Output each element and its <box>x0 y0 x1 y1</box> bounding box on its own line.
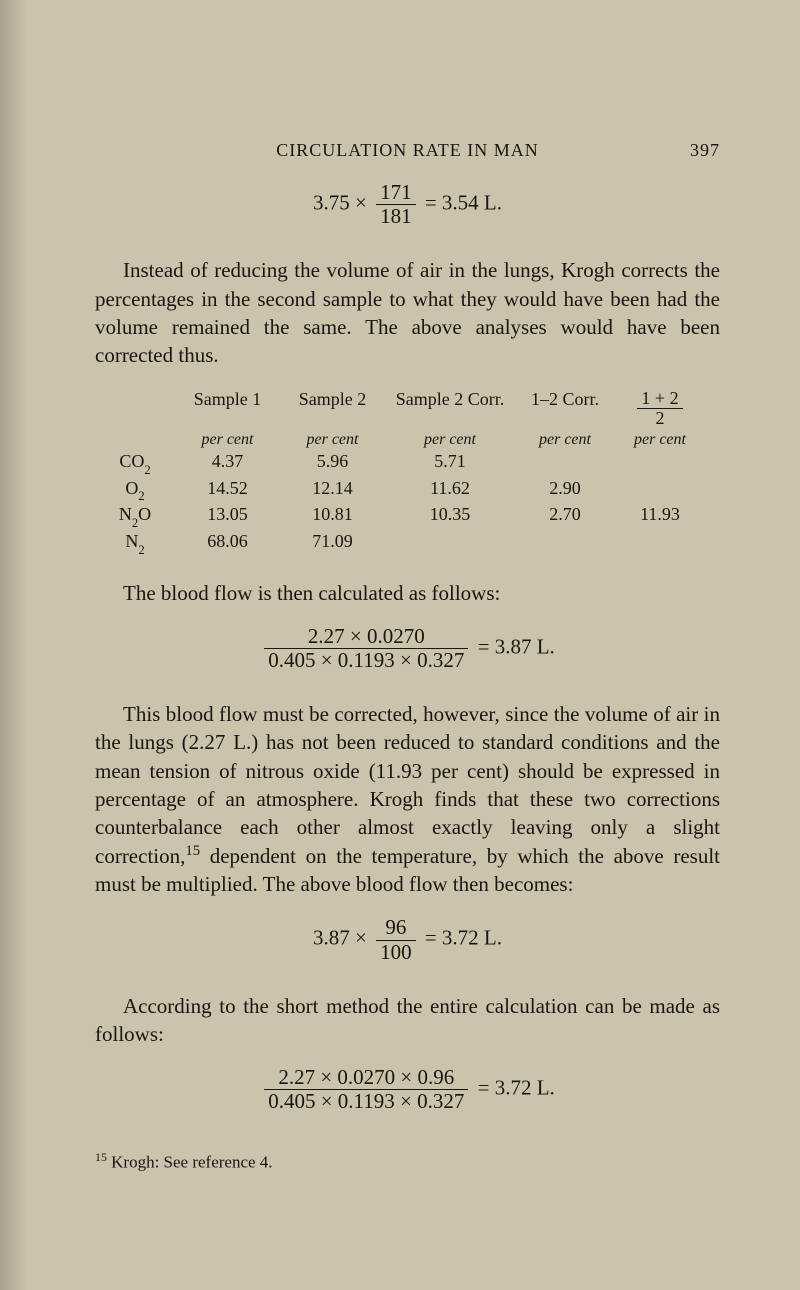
running-head: CIRCULATION RATE IN MAN 397 <box>95 140 720 161</box>
th-frac-den: 2 <box>637 409 682 429</box>
cell: 10.81 <box>280 503 385 530</box>
lbl-pre: O <box>125 478 138 498</box>
cell: 68.06 <box>175 530 280 557</box>
cell <box>615 530 705 557</box>
lbl-pre: N <box>119 504 132 524</box>
th-sample1: Sample 1 <box>175 388 280 431</box>
eq2-rhs: = 3.87 L. <box>478 634 555 658</box>
eq3-fraction: 96 100 <box>376 916 416 963</box>
eq4-num: 2.27 × 0.0270 × 0.96 <box>264 1066 468 1090</box>
table-head-row: Sample 1 Sample 2 Sample 2 Corr. 1–2 Cor… <box>95 388 720 431</box>
unit-blank <box>95 430 175 450</box>
equation-1: 3.75 × 171 181 = 3.54 L. <box>95 181 720 228</box>
cell <box>615 450 705 477</box>
eq2-fraction: 2.27 × 0.0270 0.405 × 0.1193 × 0.327 <box>264 625 468 672</box>
cell: 2.90 <box>515 477 615 504</box>
cell: 13.05 <box>175 503 280 530</box>
lbl-pre: CO <box>119 451 144 471</box>
eq4-den: 0.405 × 0.1193 × 0.327 <box>264 1090 468 1113</box>
eq1-fraction: 171 181 <box>376 181 416 228</box>
th-12corr: 1–2 Corr. <box>515 388 615 431</box>
cell: 4.37 <box>175 450 280 477</box>
cell <box>615 477 705 504</box>
row-label: N2 <box>95 530 175 557</box>
table-unit-row: per cent per cent per cent per cent per … <box>95 430 720 450</box>
unit-5: per cent <box>615 430 705 450</box>
equation-4: 2.27 × 0.0270 × 0.96 0.405 × 0.1193 × 0.… <box>95 1066 720 1113</box>
table-row: N2O 13.05 10.81 10.35 2.70 11.93 <box>95 503 720 530</box>
eq1-den: 181 <box>376 205 416 228</box>
running-title: CIRCULATION RATE IN MAN <box>155 140 660 161</box>
cell: 14.52 <box>175 477 280 504</box>
footnote-text: Krogh: See reference 4. <box>107 1152 273 1171</box>
table-row: CO2 4.37 5.96 5.71 <box>95 450 720 477</box>
th-frac-inner: 1 + 2 2 <box>637 389 682 430</box>
eq2-num: 2.27 × 0.0270 <box>264 625 468 649</box>
paragraph-1: Instead of reducing the volume of air in… <box>95 256 720 369</box>
eq3-num: 96 <box>376 916 416 940</box>
eq3-rhs: = 3.72 L. <box>425 926 502 950</box>
lbl-pre: N <box>125 531 138 551</box>
eq3-den: 100 <box>376 941 416 964</box>
th-sample2corr: Sample 2 Corr. <box>385 388 515 431</box>
th-frac-num: 1 + 2 <box>637 389 682 410</box>
page-number: 397 <box>660 140 720 161</box>
cell <box>385 530 515 557</box>
eq1-lhs: 3.75 × <box>313 190 367 214</box>
eq4-fraction: 2.27 × 0.0270 × 0.96 0.405 × 0.1193 × 0.… <box>264 1066 468 1113</box>
gas-table: Sample 1 Sample 2 Sample 2 Corr. 1–2 Cor… <box>95 388 720 557</box>
cell <box>515 450 615 477</box>
eq2-den: 0.405 × 0.1193 × 0.327 <box>264 649 468 672</box>
cell <box>515 530 615 557</box>
footnote: 15 Krogh: See reference 4. <box>95 1150 720 1173</box>
page-shadow <box>0 0 28 1290</box>
unit-1: per cent <box>175 430 280 450</box>
para3-sup: 15 <box>185 843 200 859</box>
lbl-sub: 2 <box>138 543 144 557</box>
th-frac: 1 + 2 2 <box>615 388 705 431</box>
cell: 5.71 <box>385 450 515 477</box>
table-row: O2 14.52 12.14 11.62 2.90 <box>95 477 720 504</box>
unit-3: per cent <box>385 430 515 450</box>
paragraph-4: According to the short method the entire… <box>95 992 720 1049</box>
paragraph-2: The blood flow is then calculated as fol… <box>95 579 720 607</box>
unit-4: per cent <box>515 430 615 450</box>
equation-2: 2.27 × 0.0270 0.405 × 0.1193 × 0.327 = 3… <box>95 625 720 672</box>
paragraph-3: This blood flow must be corrected, howev… <box>95 700 720 898</box>
cell: 12.14 <box>280 477 385 504</box>
eq1-num: 171 <box>376 181 416 205</box>
cell: 5.96 <box>280 450 385 477</box>
cell: 11.93 <box>615 503 705 530</box>
unit-2: per cent <box>280 430 385 450</box>
cell: 2.70 <box>515 503 615 530</box>
row-label: CO2 <box>95 450 175 477</box>
lbl-sub: 2 <box>144 463 150 477</box>
lbl-sub: 2 <box>138 489 144 503</box>
equation-3: 3.87 × 96 100 = 3.72 L. <box>95 916 720 963</box>
lbl-sub: 2 <box>132 516 138 530</box>
lbl-post: O <box>138 504 151 524</box>
eq3-lhs: 3.87 × <box>313 926 367 950</box>
th-sample2: Sample 2 <box>280 388 385 431</box>
table-row: N2 68.06 71.09 <box>95 530 720 557</box>
page: CIRCULATION RATE IN MAN 397 3.75 × 171 1… <box>0 0 800 1290</box>
th-blank <box>95 388 175 431</box>
cell: 71.09 <box>280 530 385 557</box>
eq1-rhs: = 3.54 L. <box>425 190 502 214</box>
row-label: O2 <box>95 477 175 504</box>
cell: 11.62 <box>385 477 515 504</box>
row-label: N2O <box>95 503 175 530</box>
cell: 10.35 <box>385 503 515 530</box>
footnote-sup: 15 <box>95 1150 107 1164</box>
eq4-rhs: = 3.72 L. <box>478 1076 555 1100</box>
